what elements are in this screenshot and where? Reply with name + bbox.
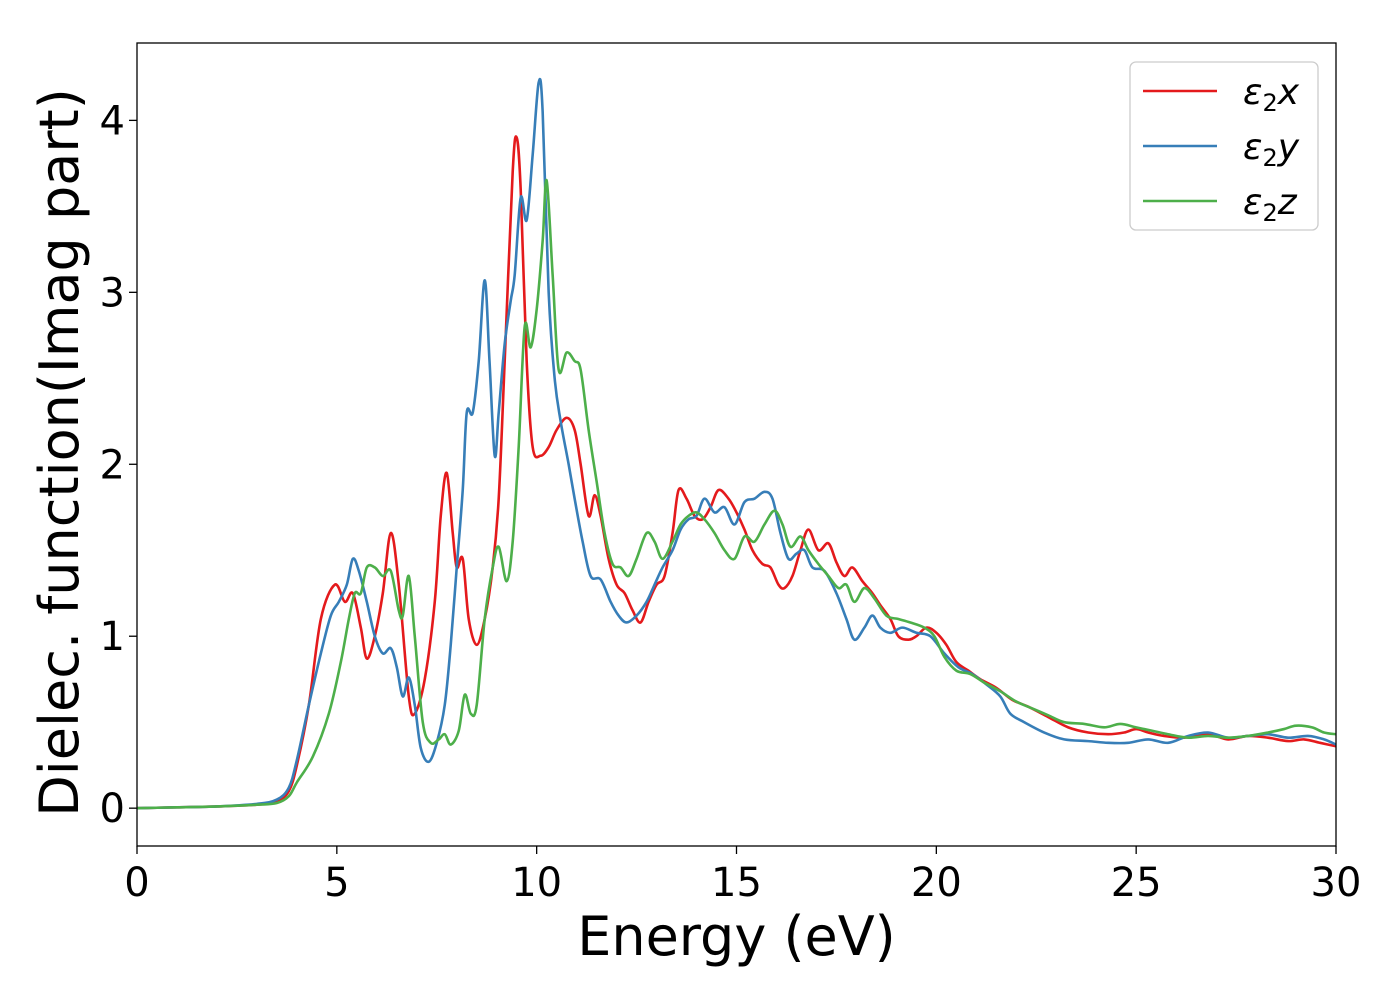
x-tick-label: 15 [711,860,762,906]
legend-label-y: ε2y [1243,127,1300,172]
x-tick-label: 10 [511,860,562,906]
legend-label-x: ε2x [1243,72,1300,117]
y-tick-label: 2 [100,442,125,488]
series-line-z [137,179,1336,810]
x-tick-label: 25 [1111,860,1162,906]
series-line-y [137,77,1336,810]
y-tick-label: 3 [100,270,125,316]
legend-label-z: ε2z [1243,182,1298,227]
x-axis-label: Energy (eV) [577,905,896,968]
x-tick-label: 30 [1311,860,1362,906]
series-layer [137,77,1336,810]
x-tick-label: 20 [911,860,962,906]
axis-ticks: 0 5 10 15 20 25 30 0 1 2 3 4 [100,98,1362,906]
y-tick-label: 1 [100,614,125,660]
y-axis-label: Dielec. function(Imag part) [28,88,91,817]
y-tick-label: 0 [100,786,125,832]
x-tick-label: 0 [124,860,149,906]
y-tick-label: 4 [100,98,125,144]
x-tick-label: 5 [324,860,349,906]
legend: ε2x ε2y ε2z [1129,61,1319,231]
legend-box [1129,61,1319,231]
